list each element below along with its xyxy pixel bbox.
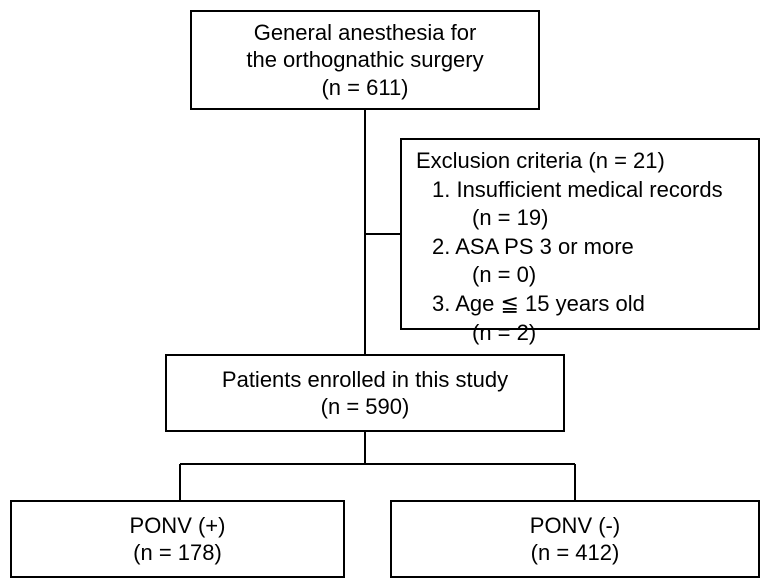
exclusion-item-1-count: (n = 19) xyxy=(472,204,758,233)
ponv-negative-count: (n = 412) xyxy=(392,539,758,567)
node-top: General anesthesia for the orthognathic … xyxy=(190,10,540,110)
ponv-positive-count: (n = 178) xyxy=(12,539,343,567)
node-enrolled: Patients enrolled in this study (n = 590… xyxy=(165,354,565,432)
node-top-count: (n = 611) xyxy=(192,74,538,102)
ponv-positive-label: PONV (+) xyxy=(12,512,343,540)
node-ponv-positive: PONV (+) (n = 178) xyxy=(10,500,345,578)
ponv-negative-label: PONV (-) xyxy=(392,512,758,540)
node-exclusion: Exclusion criteria (n = 21) 1. Insuffici… xyxy=(400,138,760,330)
exclusion-title: Exclusion criteria (n = 21) xyxy=(416,146,758,176)
node-top-line2: the orthognathic surgery xyxy=(192,46,538,74)
node-top-line1: General anesthesia for xyxy=(192,19,538,47)
node-enrolled-count: (n = 590) xyxy=(167,393,563,421)
exclusion-item-3-count: (n = 2) xyxy=(472,319,758,348)
exclusion-item-1: 1. Insufficient medical records xyxy=(432,176,758,205)
exclusion-item-2-count: (n = 0) xyxy=(472,261,758,290)
node-ponv-negative: PONV (-) (n = 412) xyxy=(390,500,760,578)
node-enrolled-line1: Patients enrolled in this study xyxy=(167,366,563,394)
exclusion-item-2: 2. ASA PS 3 or more xyxy=(432,233,758,262)
exclusion-item-3: 3. Age ≦ 15 years old xyxy=(432,290,758,319)
